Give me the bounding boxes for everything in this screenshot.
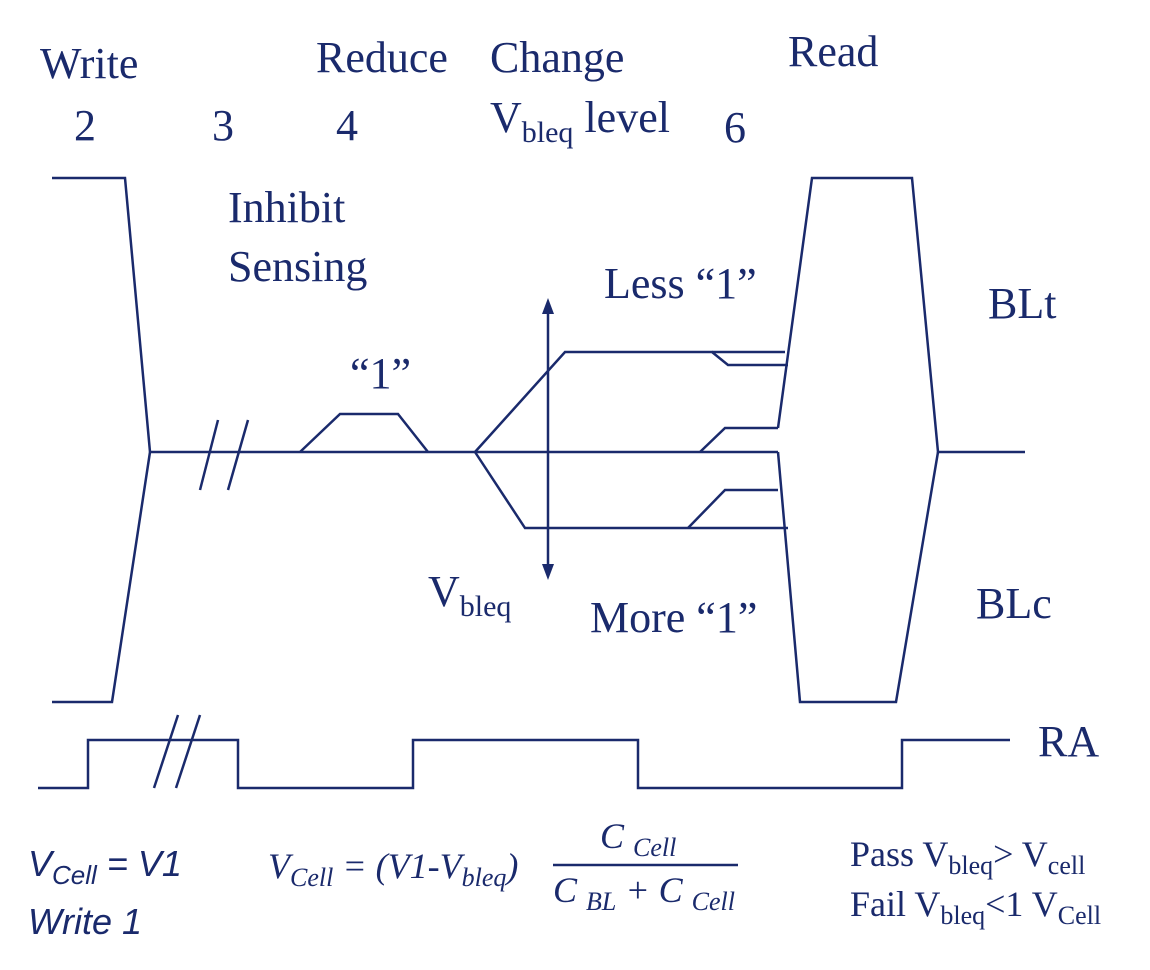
break-mark-ra-1 <box>152 714 180 789</box>
fail-condition: Fail Vbleq<1 VCell <box>850 884 1102 930</box>
break-mark-bl-1 <box>198 419 220 491</box>
pass-condition: Pass Vbleq> Vcell <box>850 834 1086 880</box>
ra-signal <box>38 738 1010 790</box>
break-mark-bl-2 <box>226 419 250 491</box>
arrow-up-head <box>542 298 554 314</box>
vbleq-lower-branch <box>473 451 788 530</box>
phase-2-label: 2 <box>74 101 96 150</box>
phase-3-label: 3 <box>212 101 234 150</box>
phase-6-label: 6 <box>724 103 746 152</box>
lower-step <box>687 488 778 529</box>
less-one-label: Less “1” <box>604 259 757 308</box>
one-bump <box>299 412 429 453</box>
vbleq-arrow-label: Vbleq <box>428 567 512 623</box>
blc-read <box>776 451 940 704</box>
vcell-equals-v1: VCell = V1 <box>28 843 182 890</box>
sensing-label: Sensing <box>228 242 368 291</box>
blt-write-edge <box>52 176 152 453</box>
phase-vbleq-level-label: Vbleq level <box>490 93 670 149</box>
ra-signal-label: RA <box>1038 717 1100 766</box>
break-mark-ra-2 <box>174 714 202 789</box>
phase-change-label: Change <box>490 33 625 82</box>
formula-numerator: C Cell <box>600 816 677 862</box>
blt-read <box>776 176 1025 454</box>
phase-read-label: Read <box>788 27 879 76</box>
vbleq-upper-branch <box>474 350 788 453</box>
blc-signal-label: BLc <box>976 579 1052 628</box>
blt-signal-label: BLt <box>988 279 1057 328</box>
upper-step <box>699 426 778 453</box>
phase-write-label: Write <box>40 39 139 88</box>
phase-4-label: 4 <box>336 101 358 150</box>
blc-write-edge <box>52 451 152 704</box>
write-one-label: Write 1 <box>28 901 143 942</box>
one-quote-label: “1” <box>350 349 412 398</box>
phase-reduce-label: Reduce <box>316 33 448 82</box>
inhibit-label: Inhibit <box>228 183 346 232</box>
arrow-down-head <box>542 564 554 580</box>
more-one-label: More “1” <box>590 593 758 642</box>
formula-denominator: C BL + C Cell <box>553 870 736 916</box>
formula-lhs: VCell = (V1-Vbleq) <box>268 846 519 892</box>
